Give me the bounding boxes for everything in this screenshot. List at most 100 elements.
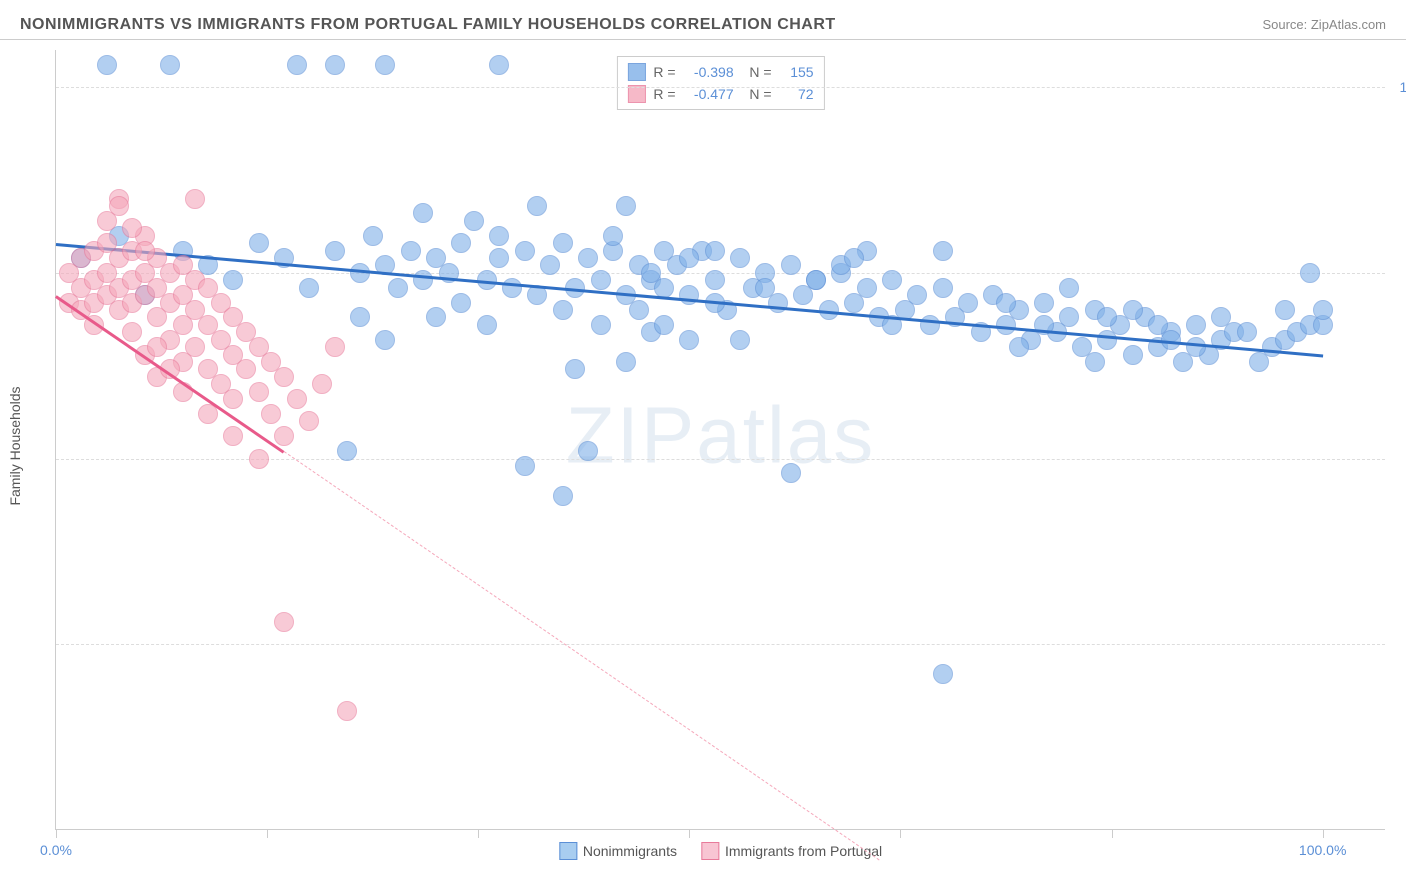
legend-label: Nonimmigrants — [583, 843, 677, 859]
data-point — [122, 218, 142, 238]
data-point — [109, 196, 129, 216]
data-point — [451, 293, 471, 313]
data-point — [223, 270, 243, 290]
x-tick-label: 0.0% — [40, 842, 72, 858]
data-point — [1186, 315, 1206, 335]
y-tick-label: 100.0% — [1391, 79, 1406, 95]
x-tick-label: 100.0% — [1299, 842, 1346, 858]
data-point — [223, 426, 243, 446]
data-point — [350, 307, 370, 327]
legend-swatch — [627, 63, 645, 81]
data-point — [641, 263, 661, 283]
data-point — [730, 248, 750, 268]
x-tick — [1323, 830, 1324, 838]
data-point — [274, 426, 294, 446]
data-point — [160, 55, 180, 75]
data-point — [679, 330, 699, 350]
data-point — [553, 486, 573, 506]
data-point — [705, 270, 725, 290]
data-point — [553, 300, 573, 320]
data-point — [97, 55, 117, 75]
x-axis-line — [56, 829, 1385, 830]
chart-header: NONIMMIGRANTS VS IMMIGRANTS FROM PORTUGA… — [0, 0, 1406, 40]
x-tick — [900, 830, 901, 838]
x-tick — [478, 830, 479, 838]
data-point — [654, 315, 674, 335]
data-point — [274, 612, 294, 632]
data-point — [388, 278, 408, 298]
data-point — [185, 337, 205, 357]
legend-swatch — [559, 842, 577, 860]
data-point — [1123, 345, 1143, 365]
data-point — [882, 270, 902, 290]
chart-source: Source: ZipAtlas.com — [1262, 17, 1386, 32]
x-tick — [56, 830, 57, 838]
data-point — [515, 456, 535, 476]
chart-title: NONIMMIGRANTS VS IMMIGRANTS FROM PORTUGA… — [20, 16, 836, 34]
data-point — [527, 196, 547, 216]
data-point — [1275, 300, 1295, 320]
stats-legend-row: R =-0.398 N =155 — [627, 61, 813, 83]
gridline — [56, 87, 1385, 88]
series-legend: NonimmigrantsImmigrants from Portugal — [559, 842, 882, 860]
data-point — [287, 389, 307, 409]
data-point — [578, 248, 598, 268]
data-point — [413, 203, 433, 223]
data-point — [679, 248, 699, 268]
data-point — [337, 701, 357, 721]
x-tick — [1112, 830, 1113, 838]
data-point — [1300, 263, 1320, 283]
data-point — [236, 359, 256, 379]
data-point — [363, 226, 383, 246]
data-point — [616, 196, 636, 216]
gridline — [56, 644, 1385, 645]
watermark: ZIPatlas — [566, 389, 875, 481]
data-point — [1186, 337, 1206, 357]
data-point — [1009, 337, 1029, 357]
stats-legend: R =-0.398 N =155R =-0.477 N =72 — [616, 56, 824, 110]
data-point — [312, 374, 332, 394]
data-point — [755, 278, 775, 298]
data-point — [933, 241, 953, 261]
stat-n-label: N = — [742, 86, 772, 102]
data-point — [337, 441, 357, 461]
stat-r-label: R = — [653, 86, 675, 102]
data-point — [249, 382, 269, 402]
data-point — [565, 359, 585, 379]
data-point — [629, 300, 649, 320]
x-tick — [689, 830, 690, 838]
data-point — [299, 411, 319, 431]
data-point — [1059, 307, 1079, 327]
data-point — [489, 55, 509, 75]
data-point — [933, 278, 953, 298]
data-point — [844, 248, 864, 268]
data-point — [1237, 322, 1257, 342]
data-point — [261, 404, 281, 424]
data-point — [730, 330, 750, 350]
data-point — [1034, 293, 1054, 313]
data-point — [502, 278, 522, 298]
data-point — [489, 226, 509, 246]
data-point — [515, 241, 535, 261]
stat-r-value: -0.398 — [684, 64, 734, 80]
data-point — [299, 278, 319, 298]
data-point — [907, 285, 927, 305]
data-point — [591, 315, 611, 335]
y-axis-title: Family Households — [7, 386, 23, 505]
data-point — [958, 293, 978, 313]
data-point — [540, 255, 560, 275]
data-point — [781, 255, 801, 275]
data-point — [489, 248, 509, 268]
data-point — [287, 55, 307, 75]
x-tick — [267, 830, 268, 838]
stat-n-label: N = — [742, 64, 772, 80]
data-point — [325, 241, 345, 261]
data-point — [375, 330, 395, 350]
data-point — [933, 664, 953, 684]
data-point — [806, 270, 826, 290]
legend-item: Nonimmigrants — [559, 842, 677, 860]
y-tick-label: 50.0% — [1391, 451, 1406, 467]
data-point — [1085, 352, 1105, 372]
data-point — [591, 270, 611, 290]
data-point — [1123, 300, 1143, 320]
